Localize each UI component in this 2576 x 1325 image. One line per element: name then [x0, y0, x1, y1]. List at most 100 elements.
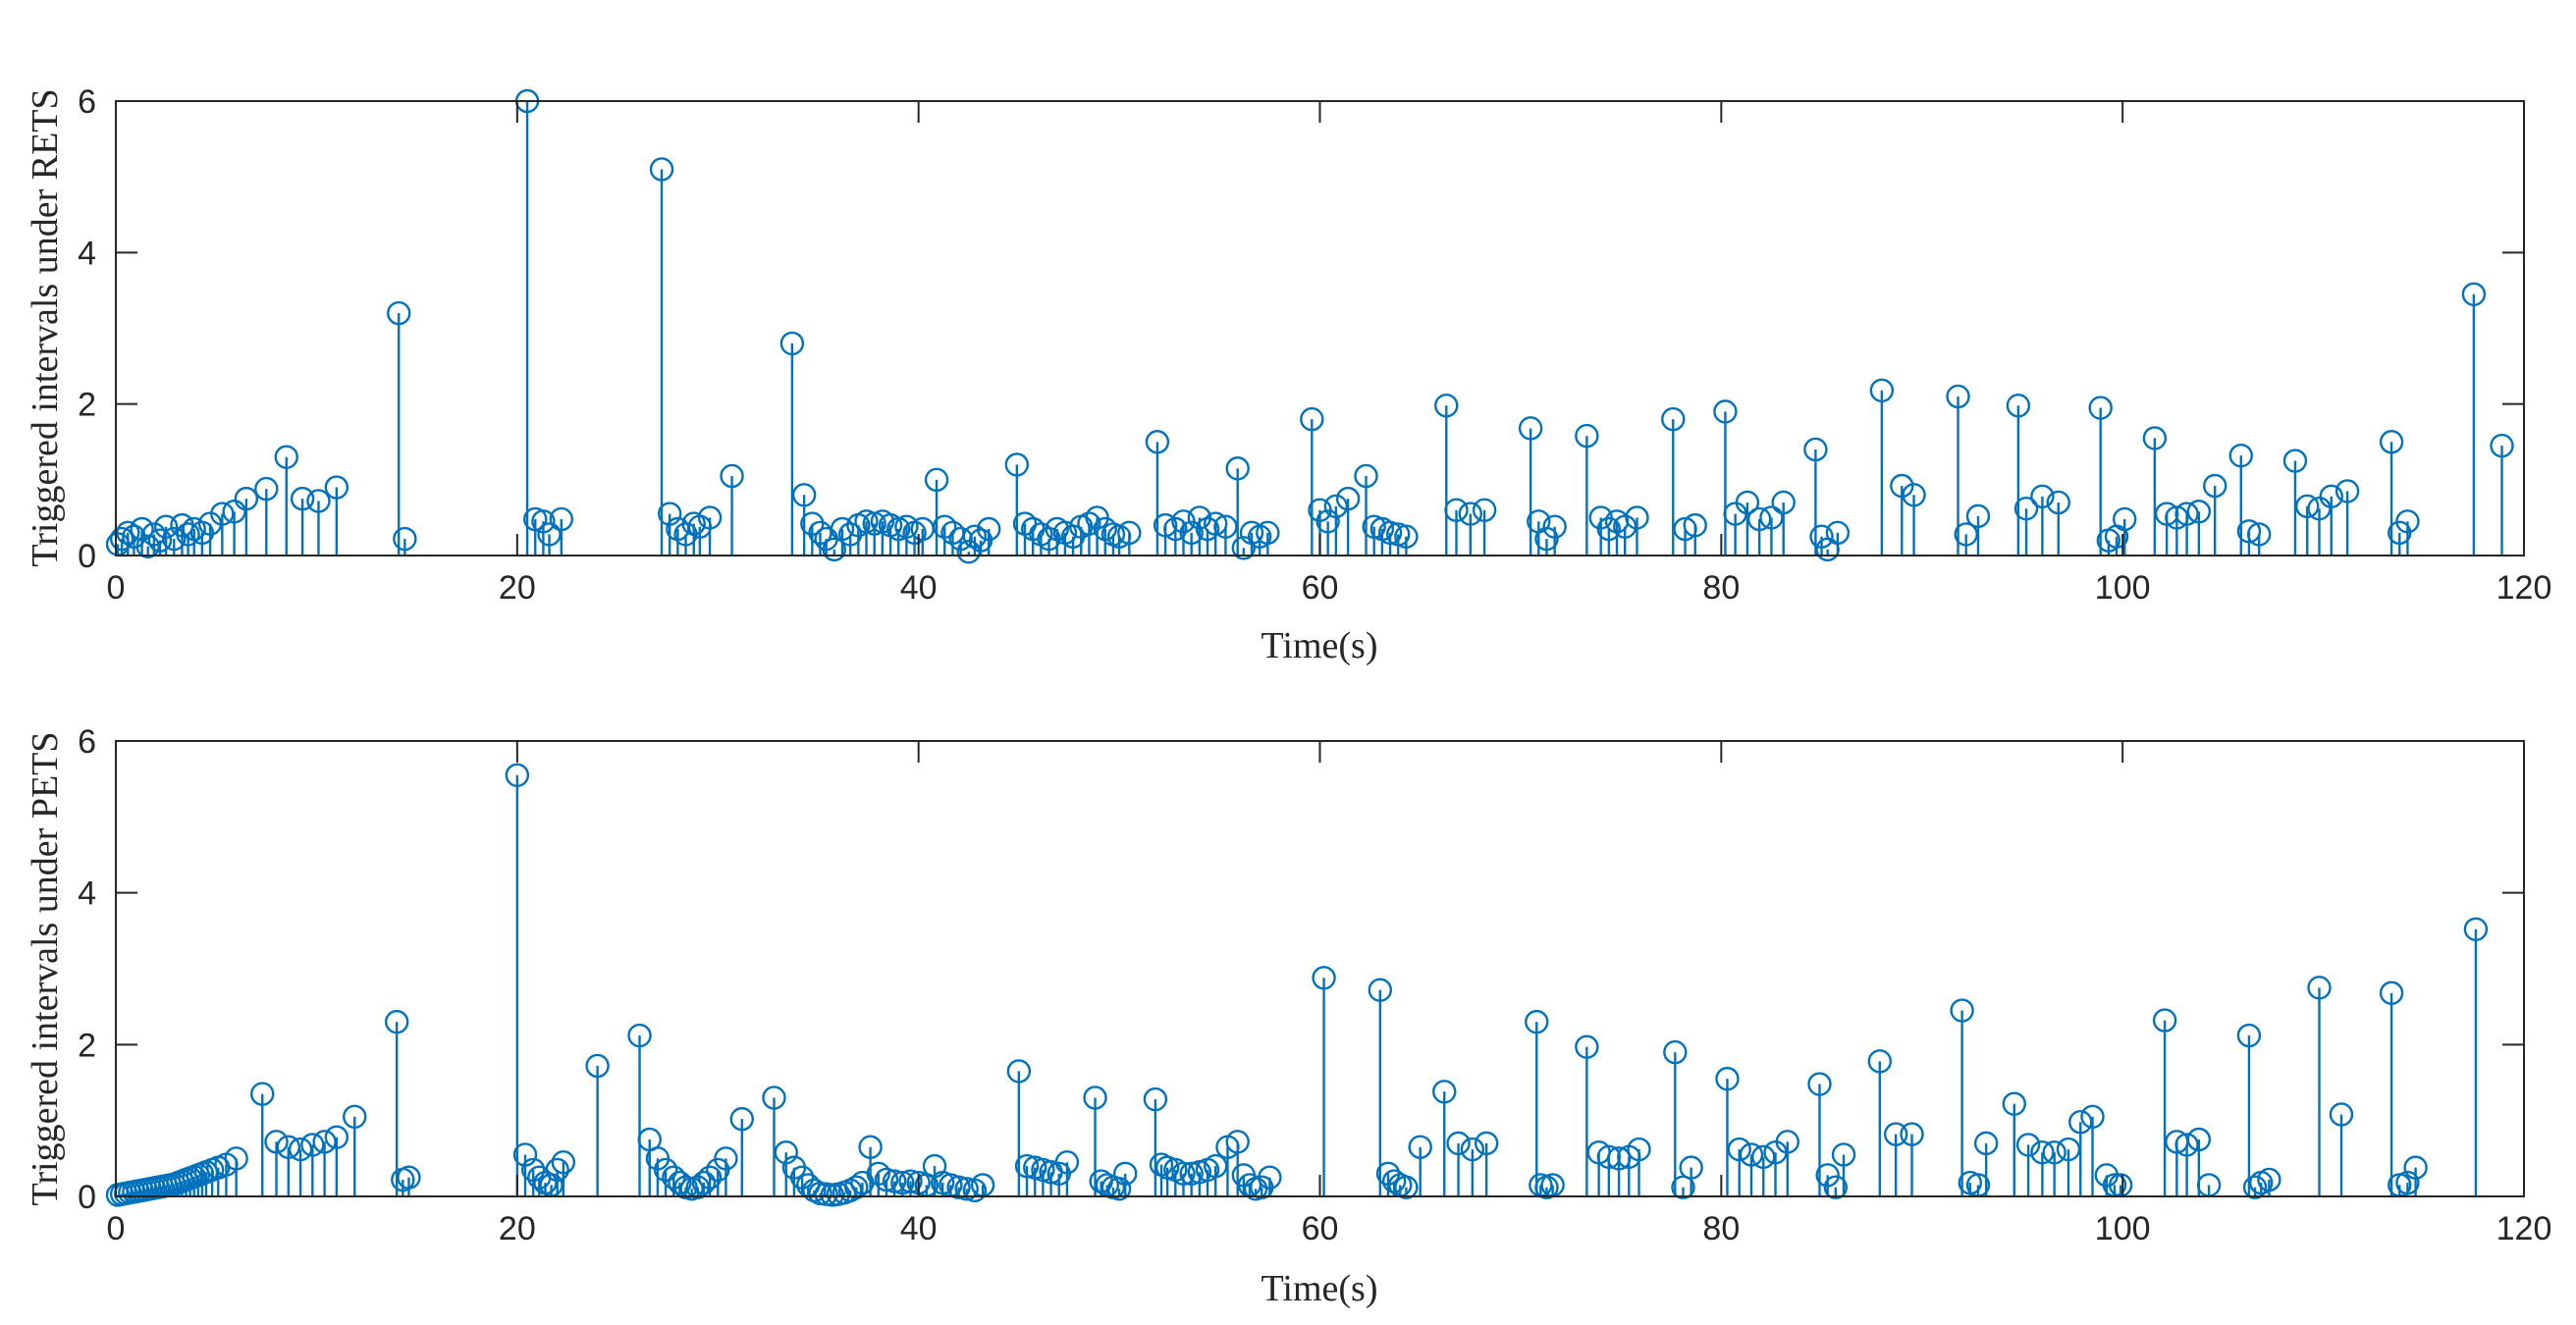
rets-data-point: [254, 476, 279, 502]
rets-data-point: [1534, 526, 1559, 552]
rets-data-point: [2282, 449, 2308, 473]
pets-data-point: [1312, 966, 1336, 990]
rets-data-point: [720, 463, 744, 489]
rets-data-point: [2236, 519, 2262, 544]
rets-data-point: [1434, 394, 1459, 418]
pets-data-point: [2015, 1133, 2041, 1157]
rets-data-point: [153, 514, 179, 539]
rets-data-point: [2113, 506, 2137, 532]
rets-data-point: [1117, 520, 1142, 546]
rets-data-point: [962, 524, 988, 549]
pets-data-point: [653, 1157, 678, 1183]
rets-data-point: [162, 526, 187, 552]
pets-data-point: [276, 1135, 300, 1159]
rets-data-point: [109, 526, 134, 552]
rets-data-point: [2246, 522, 2272, 547]
rets-data-point: [894, 514, 919, 539]
pets-data-point: [1054, 1149, 1080, 1175]
pets-data-point: [1225, 1130, 1250, 1154]
pets-data-point: [250, 1082, 275, 1106]
rets-x-tick-label: 100: [2095, 569, 2151, 607]
pets-x-tick-label: 80: [1702, 1210, 1740, 1247]
pets-data-point: [1474, 1131, 1499, 1156]
pets-data-point: [1679, 1155, 1703, 1180]
rets-data-point: [274, 445, 298, 469]
rets-data-point: [2228, 443, 2253, 468]
pets-data-point: [1751, 1144, 1776, 1169]
pets-data-point: [729, 1106, 754, 1132]
pets-data-point: [2242, 1175, 2268, 1199]
rets-data-point: [948, 526, 973, 552]
pets-data-point: [1831, 1142, 1856, 1167]
pets-data-point: [2379, 980, 2404, 1005]
pets-data-point: [714, 1146, 738, 1171]
rets-data-point: [1213, 514, 1238, 539]
pets-data-point: [1950, 998, 1974, 1023]
rets-data-point: [1377, 520, 1403, 546]
pets-ticks: 0 20 40 60 80 100 120 0 2 4 6: [78, 723, 2551, 1247]
rets-data-point: [1472, 498, 1497, 522]
rets-stems: [105, 88, 2514, 564]
rets-data-point: [1542, 514, 1567, 539]
pets-data-point: [2257, 1167, 2281, 1192]
rets-data-point: [2030, 484, 2055, 509]
rets-data-point: [1613, 514, 1637, 539]
rets-data-point: [1759, 505, 1784, 530]
rets-data-point: [1518, 416, 1543, 441]
rets-x-axis-label: Time(s): [1261, 625, 1378, 666]
rets-x-tick-label: 0: [107, 569, 126, 607]
rets-data-point: [1825, 520, 1851, 546]
rets-data-point: [1869, 378, 1895, 402]
pets-data-point: [2403, 1155, 2428, 1180]
rets-data-point: [1300, 406, 1324, 432]
pets-data-point: [2463, 917, 2489, 941]
rets-data-point: [2142, 426, 2168, 450]
pets-data-point: [1663, 1039, 1688, 1065]
pets-data-point: [505, 763, 530, 787]
pets-data-point: [1715, 1066, 1740, 1091]
rets-data-point: [649, 157, 674, 182]
rets-axes-box: [115, 100, 2525, 556]
pets-data-point: [1973, 1131, 1999, 1156]
pets-data-point: [890, 1170, 915, 1195]
pets-data-point: [762, 1086, 786, 1110]
pets-x-tick-label: 100: [2095, 1210, 2151, 1247]
pets-data-point: [1900, 1122, 1924, 1146]
pets-data-point: [300, 1133, 325, 1157]
rets-data-point: [2379, 430, 2404, 454]
pets-data-point: [1807, 1072, 1832, 1096]
rets-data-point: [1661, 406, 1686, 432]
rets-data-point: [977, 516, 1001, 542]
rets-data-point: [2461, 282, 2487, 306]
rets-data-point: [2334, 479, 2360, 504]
pets-data-point: [844, 1175, 869, 1199]
pets-y-tick-label: 4: [78, 875, 96, 913]
pets-data-point: [2030, 1140, 2055, 1165]
rets-data-point: [234, 486, 259, 511]
rets-data-point: [1225, 456, 1250, 481]
pets-data-point: [288, 1137, 313, 1162]
rets-data-point: [2088, 396, 2113, 420]
rets-data-point: [1335, 486, 1361, 511]
pets-data-point: [1596, 1144, 1622, 1169]
pets-data-point: [1106, 1177, 1132, 1201]
rets-data-point: [657, 502, 682, 526]
rets-data-point: [1890, 473, 1914, 499]
plot-rets: 0 20 40 60 80 100 120 0 2 4 6 Time(s) Triggered in…: [25, 83, 2551, 666]
pets-x-tick-label: 120: [2496, 1210, 2552, 1247]
rets-data-point: [2395, 509, 2420, 534]
rets-data-point: [1394, 524, 1419, 549]
pets-data-point: [224, 1146, 248, 1171]
pets-data-point: [1446, 1131, 1471, 1156]
pets-data-point: [882, 1169, 907, 1193]
rets-data-point: [393, 526, 417, 552]
pets-data-point: [2080, 1104, 2105, 1130]
rets-data-point: [1145, 430, 1170, 454]
rets-data-point: [2174, 502, 2199, 526]
rets-data-point: [1354, 463, 1378, 489]
pets-data-point: [1143, 1086, 1168, 1112]
rets-data-point: [1004, 452, 1030, 477]
rets-data-point: [1444, 498, 1469, 522]
rets-data-point: [1153, 512, 1178, 538]
rets-data-point: [2490, 433, 2514, 458]
